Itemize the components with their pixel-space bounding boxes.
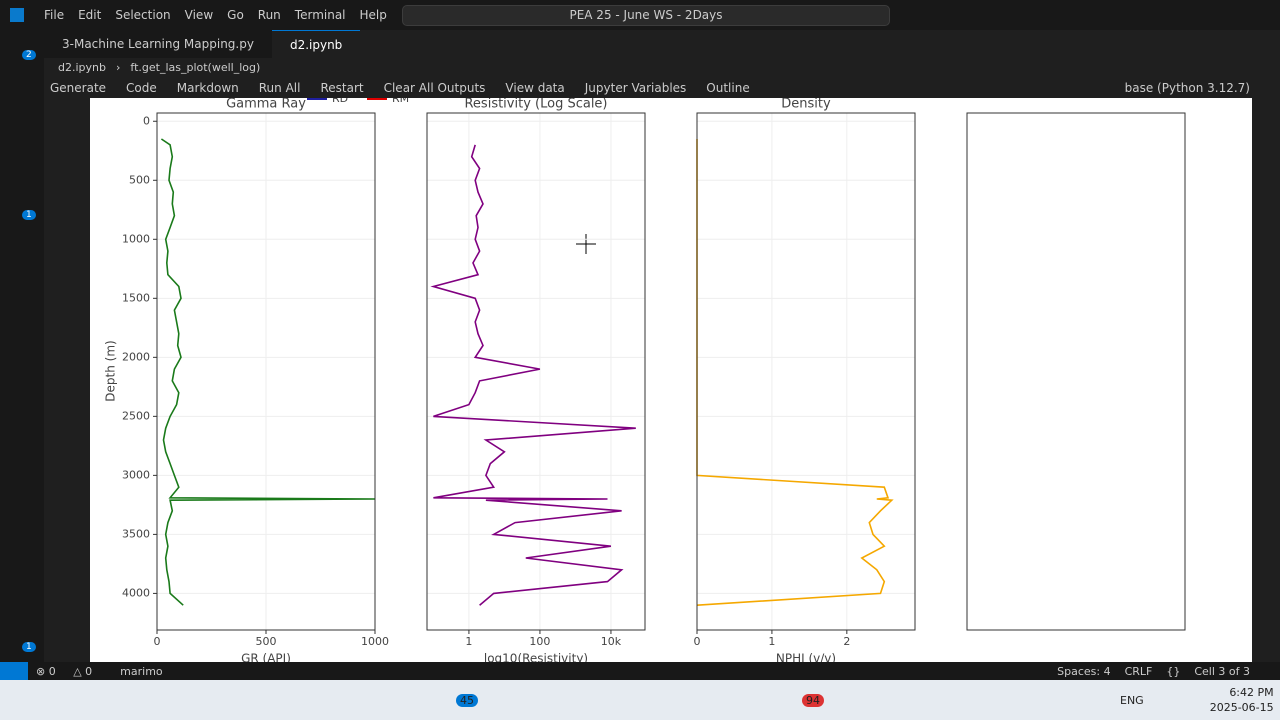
time: 6:42 PM xyxy=(1229,686,1274,699)
toolbar-button[interactable]: Markdown xyxy=(176,80,239,95)
x-tick-label: 0 xyxy=(694,635,701,648)
toolbar-button[interactable]: View data xyxy=(505,80,565,95)
menu-item[interactable]: File xyxy=(44,8,65,22)
toolbar-button[interactable]: Generate xyxy=(50,80,107,95)
toolbar-button[interactable]: Code xyxy=(126,80,157,95)
menu-item[interactable]: Run xyxy=(257,8,281,22)
remote-button[interactable] xyxy=(0,662,28,680)
y-tick-label: 0 xyxy=(143,114,150,127)
menu-item[interactable]: Selection xyxy=(115,8,171,22)
x-axis-label: log10(Resistivity) xyxy=(484,652,588,663)
y-tick-label: 2000 xyxy=(122,350,150,363)
search-text: PEA 25 - June WS - 2Days xyxy=(569,8,723,22)
legend-label: RM xyxy=(392,98,409,105)
cursor xyxy=(576,234,596,254)
menu-item[interactable]: View xyxy=(184,8,214,22)
log-curve xyxy=(696,139,894,606)
toolbar-button[interactable]: Outline xyxy=(706,80,750,95)
taskbar: 45 94 ENG 6:42 PM 2025-06-15 xyxy=(0,680,1280,720)
status-item[interactable]: marimo xyxy=(120,664,163,678)
x-tick-label: 0 xyxy=(154,635,161,648)
tab[interactable]: d2.ipynb xyxy=(271,29,361,59)
track-title: Gamma Ray xyxy=(226,98,306,112)
y-tick-label: 3500 xyxy=(122,527,150,540)
logo xyxy=(10,8,24,22)
x-tick-label: 2 xyxy=(843,635,850,648)
x-tick-label: 10k xyxy=(601,635,622,648)
language[interactable]: ENG xyxy=(1120,693,1144,707)
crumb[interactable]: d2.ipynb xyxy=(58,61,106,74)
warning-count: 0 xyxy=(85,664,93,678)
track-frame xyxy=(156,112,376,631)
status-item[interactable]: Cell 3 of 3 xyxy=(1194,664,1250,678)
x-tick-label: 1000 xyxy=(361,635,389,648)
status-bar: ⊗ 0 △ 0 marimo Spaces: 4 CRLF {} Cell 3 … xyxy=(0,662,1280,680)
empty-track xyxy=(966,112,1186,631)
app-badge: 94 xyxy=(802,693,824,707)
y-tick-label: 500 xyxy=(129,173,150,186)
y-tick-label: 4000 xyxy=(122,586,150,599)
x-tick-label: 1 xyxy=(465,635,472,648)
track-title: Density xyxy=(781,98,831,112)
y-axis-label: Depth (m) xyxy=(104,340,118,401)
log-curve xyxy=(160,138,376,606)
y-tick-label: 2500 xyxy=(122,409,150,422)
log-curve xyxy=(430,144,636,606)
tab[interactable]: 3-Machine Learning Mapping.py xyxy=(44,30,272,58)
crumb[interactable]: ft.get_las_plot(well_log) xyxy=(130,61,261,74)
badge: 1 xyxy=(22,210,36,220)
activity-bar: 2 1 1 xyxy=(0,30,44,662)
menu-item[interactable]: Terminal xyxy=(294,8,346,22)
toolbar-button[interactable]: Restart xyxy=(320,80,364,95)
x-tick-label: 100 xyxy=(529,635,550,648)
legend-label: RD xyxy=(332,98,348,105)
toolbar-button[interactable]: Jupyter Variables xyxy=(584,80,687,95)
breadcrumb: d2.ipynb › ft.get_las_plot(well_log) xyxy=(58,61,261,74)
menu-item[interactable]: Edit xyxy=(78,8,102,22)
kernel-picker[interactable]: base (Python 3.12.7) xyxy=(1124,80,1250,95)
y-tick-label: 1500 xyxy=(122,291,150,304)
x-axis-label: GR (API) xyxy=(241,652,291,663)
track-title: Resistivity (Log Scale) xyxy=(464,98,607,112)
status-item[interactable]: {} xyxy=(1166,664,1181,678)
badge: 2 xyxy=(22,50,36,60)
badge: 1 xyxy=(22,642,36,652)
app-badge: 45 xyxy=(456,693,478,707)
toolbar-button[interactable]: Clear All Outputs xyxy=(383,80,486,95)
clock[interactable]: 6:42 PM 2025-06-15 xyxy=(1210,685,1274,715)
menu-item[interactable]: Go xyxy=(227,8,244,22)
x-axis-label: NPHI (v/v) xyxy=(776,652,836,663)
notebook-toolbar: Generate Code Markdown Run All Restart C… xyxy=(50,77,1270,98)
menu-item[interactable]: Help xyxy=(359,8,387,22)
error-count: 0 xyxy=(48,664,56,678)
date: 2025-06-15 xyxy=(1209,701,1274,714)
status-item[interactable]: Spaces: 4 xyxy=(1057,664,1111,678)
track-frame xyxy=(696,112,916,631)
y-tick-label: 1000 xyxy=(122,232,150,245)
y-tick-label: 3000 xyxy=(122,468,150,481)
toolbar-button[interactable]: Run All xyxy=(258,80,301,95)
command-center[interactable]: PEA 25 - June WS - 2Days xyxy=(402,5,890,26)
tab-bar: 3-Machine Learning Mapping.py d2.ipynb xyxy=(44,29,361,59)
x-tick-label: 500 xyxy=(256,635,277,648)
status-item[interactable]: CRLF xyxy=(1124,664,1153,678)
track-frame xyxy=(426,112,646,631)
x-tick-label: 1 xyxy=(768,635,775,648)
